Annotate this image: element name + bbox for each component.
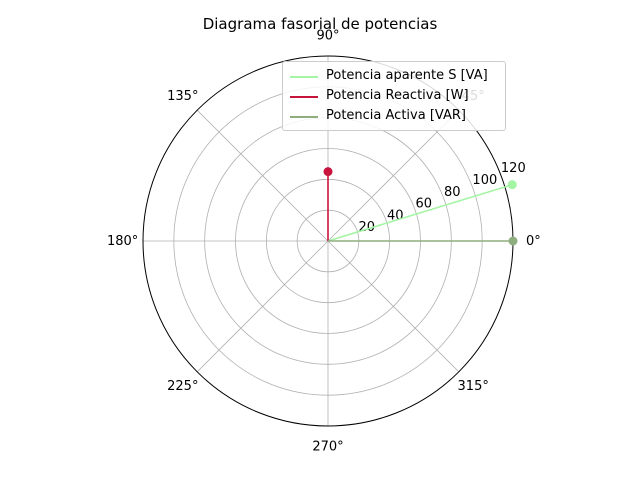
legend-swatch-reactive-power — [290, 96, 318, 98]
angular-gridline-135 — [196, 109, 329, 242]
legend-entry-apparent-power: Potencia aparente S [VA] — [283, 67, 505, 87]
legend-label-active-power: Potencia Activa [VAR] — [326, 108, 466, 123]
theta-tick-label-225: 225° — [167, 379, 198, 394]
legend-swatch-active-power — [290, 116, 318, 118]
legend-label-apparent-power: Potencia aparente S [VA] — [326, 68, 488, 83]
theta-tick-label-180: 180° — [107, 234, 138, 249]
r-tick-label-80: 80 — [444, 185, 461, 200]
legend-swatch-apparent-power — [290, 76, 318, 78]
r-tick-label-120: 120 — [501, 161, 526, 176]
r-tick-label-60: 60 — [415, 197, 432, 212]
legend-entry-reactive-power: Potencia Reactiva [W] — [283, 87, 505, 107]
angular-gridline-225 — [196, 240, 329, 373]
legend: Potencia aparente S [VA] Potencia Reacti… — [282, 61, 506, 131]
theta-tick-label-315: 315° — [458, 379, 489, 394]
series-marker-1 — [323, 167, 333, 177]
angular-gridline-45 — [327, 109, 460, 242]
chart-title: Diagrama fasorial de potencias — [202, 15, 438, 33]
legend-entry-active-power: Potencia Activa [VAR] — [283, 107, 505, 127]
r-tick-label-20: 20 — [358, 220, 375, 235]
theta-tick-label-135: 135° — [167, 89, 198, 104]
series-marker-2 — [508, 236, 518, 246]
theta-tick-label-90: 90° — [316, 29, 339, 44]
legend-label-reactive-power: Potencia Reactiva [W] — [326, 88, 469, 103]
theta-tick-label-0: 0° — [526, 234, 541, 249]
series-line-0 — [327, 183, 513, 242]
series-marker-0 — [507, 180, 517, 190]
r-tick-label-100: 100 — [472, 173, 497, 188]
theta-tick-label-270: 270° — [312, 439, 343, 454]
angular-gridline-315 — [327, 240, 460, 373]
